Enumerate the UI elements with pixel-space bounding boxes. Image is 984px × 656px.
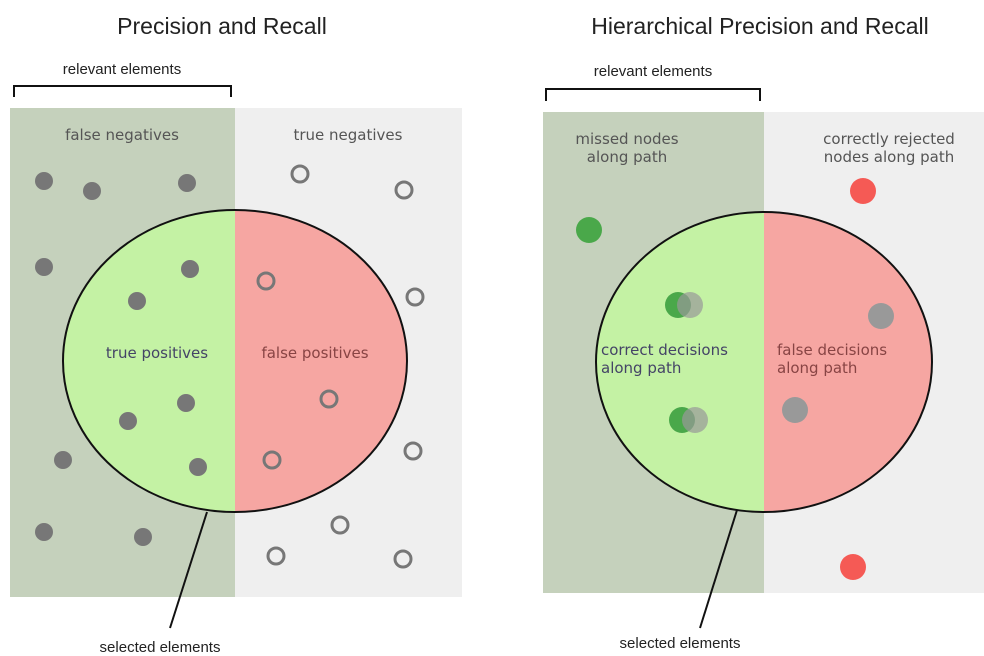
true-positive-area bbox=[63, 210, 235, 512]
bracket-label: relevant elements bbox=[594, 63, 712, 80]
false-positive-area bbox=[764, 212, 932, 512]
region-label: true negatives bbox=[294, 126, 403, 144]
region-label: nodes along path bbox=[824, 148, 954, 166]
region-label: false positives bbox=[261, 344, 368, 362]
region-label: missed nodes bbox=[575, 130, 678, 148]
selected-label: selected elements bbox=[100, 639, 221, 656]
selection-ellipse bbox=[62, 209, 408, 513]
nodes bbox=[576, 178, 894, 580]
region-label: along path bbox=[777, 359, 857, 377]
region-label: correctly rejected bbox=[823, 130, 955, 148]
pointer bbox=[699, 509, 738, 629]
region-label: along path bbox=[601, 359, 681, 377]
region-label: along path bbox=[587, 148, 667, 166]
selection-ellipse bbox=[595, 211, 933, 513]
bracket bbox=[13, 85, 232, 97]
pointer bbox=[169, 511, 208, 629]
region-label: false decisions bbox=[777, 341, 887, 359]
panel-title: Hierarchical Precision and Recall bbox=[591, 13, 928, 39]
dots-open bbox=[256, 164, 425, 569]
bracket bbox=[545, 88, 761, 101]
false-positive-area bbox=[235, 210, 407, 512]
selected-label: selected elements bbox=[620, 635, 741, 652]
true-positive-area bbox=[596, 212, 764, 512]
dots-filled bbox=[35, 172, 207, 546]
region-label: false negatives bbox=[65, 126, 179, 144]
region-label: true positives bbox=[106, 344, 208, 362]
bracket-label: relevant elements bbox=[63, 61, 181, 78]
region-label: correct decisions bbox=[601, 341, 728, 359]
panel-title: Precision and Recall bbox=[117, 13, 327, 39]
